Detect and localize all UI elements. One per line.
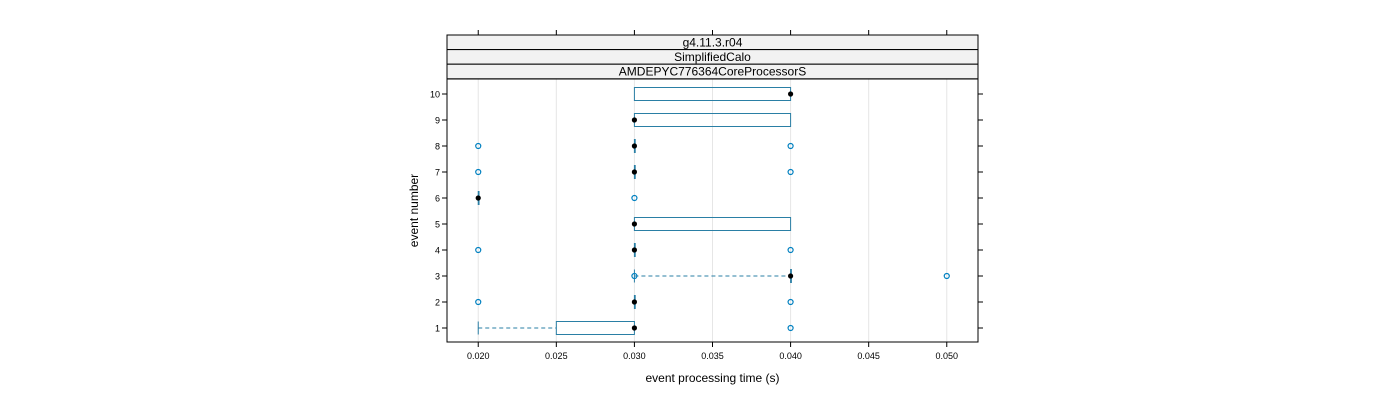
strip-label: AMDEPYC776364CoreProcessorS	[619, 65, 806, 79]
box-event-9	[631, 113, 792, 127]
x-tick-label: 0.020	[467, 351, 490, 361]
outlier-point	[631, 272, 638, 280]
outlier-point	[475, 246, 482, 254]
x-tick-label: 0.040	[779, 351, 802, 361]
box-event-7	[475, 165, 794, 179]
outlier-point	[631, 194, 638, 202]
strip-header: g4.11.3.r04SimplifiedCaloAMDEPYC776364Co…	[446, 34, 979, 80]
x-tick-label: 0.035	[701, 351, 724, 361]
median-point	[631, 299, 638, 305]
median-point	[631, 221, 638, 227]
y-tick-label: 2	[435, 298, 440, 308]
y-tick-label: 6	[435, 194, 440, 204]
median-point	[787, 91, 794, 97]
box-event-1	[477, 321, 794, 335]
strip-label: SimplifiedCalo	[674, 50, 751, 64]
box-event-5	[631, 217, 792, 231]
x-tick-label: 0.050	[935, 351, 958, 361]
y-tick-label: 8	[435, 142, 440, 152]
box-event-6	[475, 191, 638, 205]
outlier-point	[787, 324, 794, 332]
x-axis-title: event processing time (s)	[645, 371, 779, 385]
y-tick-label: 5	[435, 220, 440, 230]
grid-lines	[477, 79, 948, 342]
x-tick-label: 0.030	[623, 351, 646, 361]
box-event-4	[475, 243, 794, 257]
outlier-point	[475, 298, 482, 306]
median-point	[475, 195, 481, 201]
outlier-point	[787, 168, 794, 176]
x-axis: 0.020 0.025 0.030 0.035 0.040 0.045 0.050	[467, 30, 958, 361]
outlier-point	[943, 272, 950, 280]
median-point	[631, 143, 638, 149]
y-tick-label: 7	[435, 168, 440, 178]
y-axis-title: event number	[407, 174, 421, 247]
box-event-2	[475, 295, 794, 309]
box-event-10	[633, 87, 794, 101]
median-point	[631, 117, 638, 123]
outlier-point	[475, 168, 482, 176]
outlier-point	[787, 246, 794, 254]
median-point	[787, 273, 794, 279]
y-tick-label: 9	[435, 116, 440, 126]
median-point	[631, 325, 638, 331]
outlier-point	[475, 142, 482, 150]
median-point	[631, 247, 638, 253]
strip-label: g4.11.3.r04	[683, 36, 743, 50]
x-tick-label: 0.045	[857, 351, 880, 361]
y-tick-label: 10	[430, 90, 440, 100]
median-point	[631, 169, 638, 175]
y-tick-label: 4	[435, 246, 440, 256]
y-tick-label: 1	[435, 324, 440, 334]
y-tick-label: 3	[435, 272, 440, 282]
outlier-point	[787, 142, 794, 150]
y-axis: 1 2 3 4 5 6 7 8 9 10	[430, 90, 983, 334]
box-event-3	[631, 269, 950, 283]
box-iqr	[555, 321, 635, 335]
box-event-8	[475, 139, 794, 153]
box-series	[475, 87, 950, 335]
x-tick-label: 0.025	[545, 351, 568, 361]
outlier-point	[787, 298, 794, 306]
plot-panel	[446, 78, 979, 343]
